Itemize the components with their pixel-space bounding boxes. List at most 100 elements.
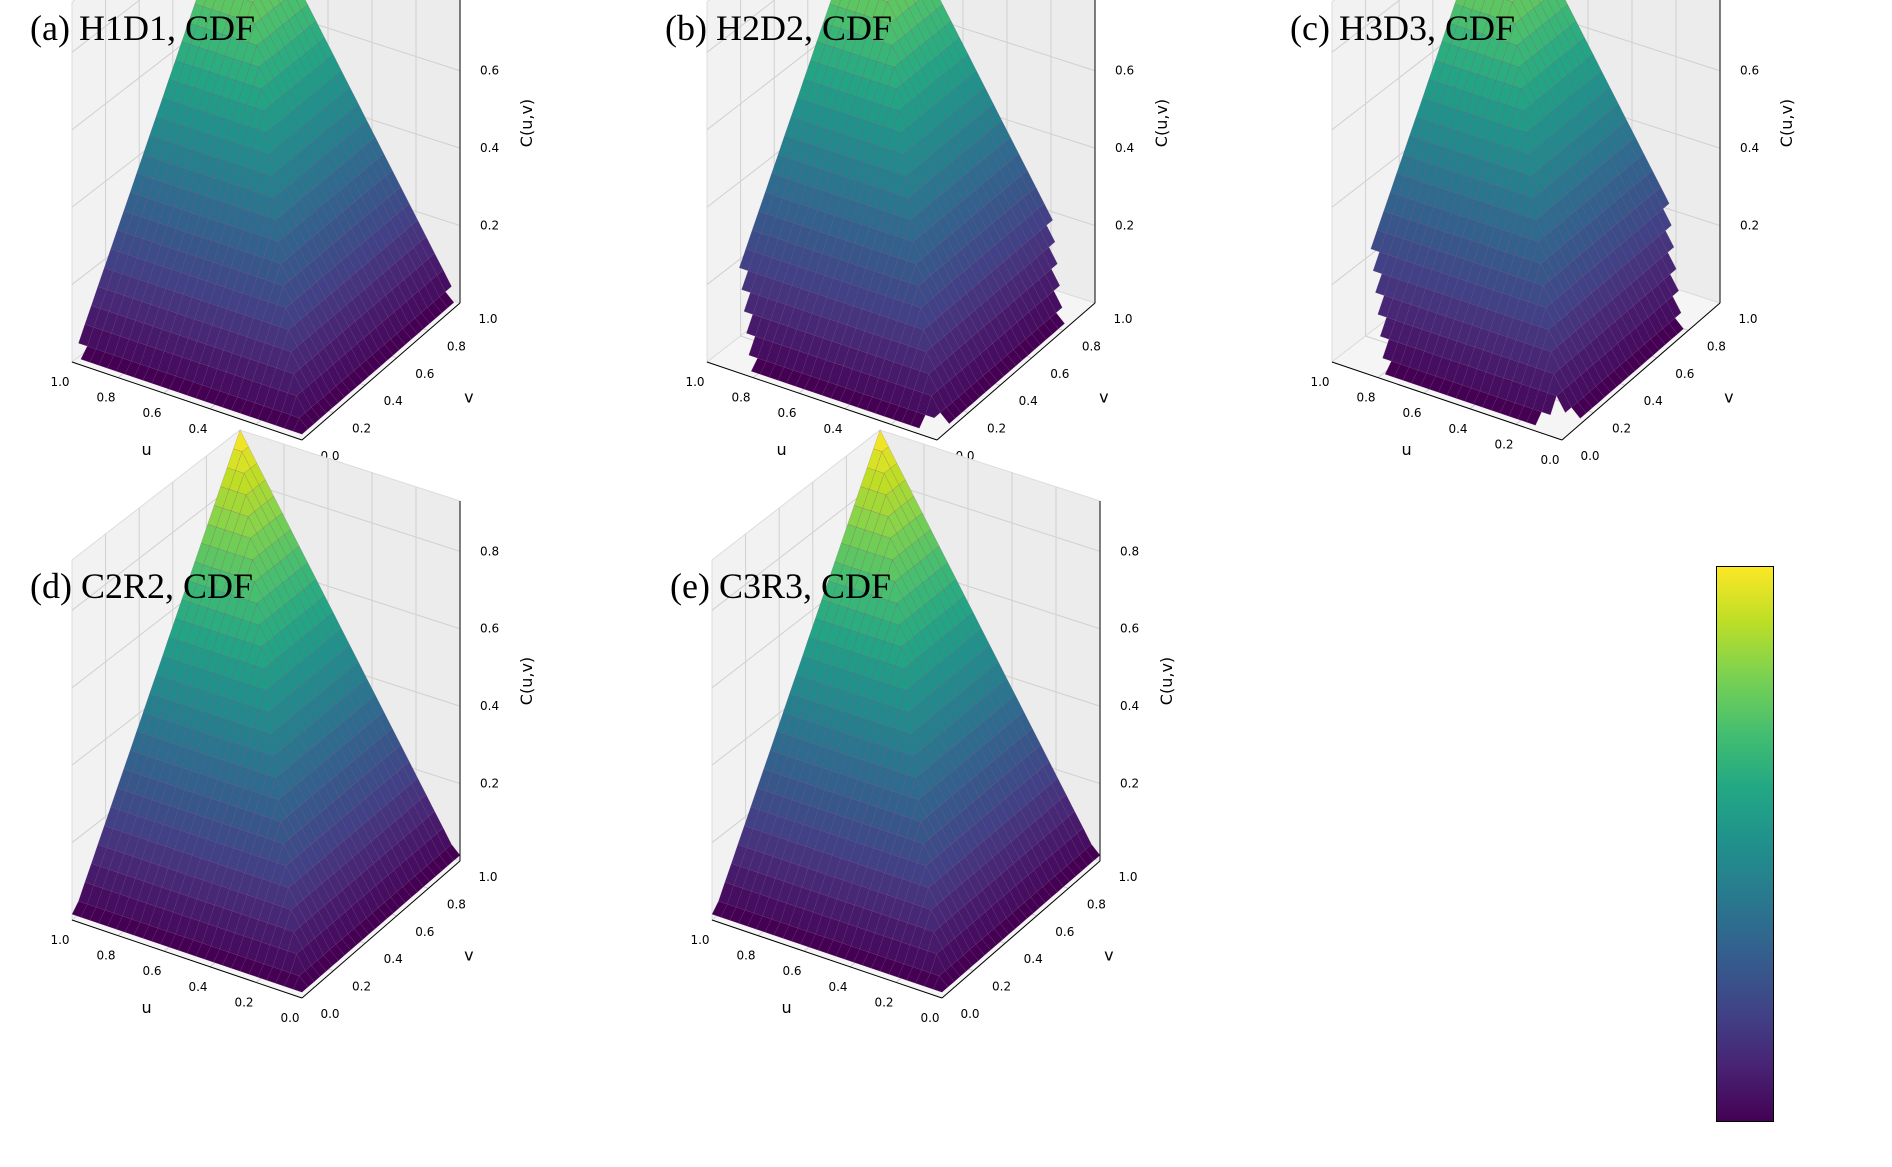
z-tick-label: 0.2	[480, 219, 499, 233]
v-tick-label: 0.6	[415, 367, 434, 381]
z-axis-label: C(u,v)	[517, 99, 536, 147]
z-tick-label: 0.8	[480, 544, 499, 558]
v-tick-label: 0.2	[352, 422, 371, 436]
v-tick-label: 1.0	[1738, 312, 1757, 326]
u-axis-label: u	[782, 998, 792, 1017]
surface	[78, 0, 455, 435]
u-tick-label: 1.0	[685, 375, 704, 389]
u-tick-label: 0.4	[828, 980, 847, 994]
u-axis-label: u	[1402, 440, 1412, 459]
v-tick-label: 0.8	[1087, 897, 1106, 911]
v-tick-label: 0.2	[992, 980, 1011, 994]
v-tick-label: 0.2	[1612, 422, 1631, 436]
v-tick-label: 1.0	[1118, 870, 1137, 884]
v-axis-label: v	[1724, 388, 1733, 407]
v-tick-label: 0.6	[415, 925, 434, 939]
u-tick-label: 0.4	[188, 422, 207, 436]
chart-panel-b: 1.00.80.60.40.20.00.00.20.40.60.81.00.20…	[635, 0, 1275, 570]
u-axis-label: u	[142, 440, 152, 459]
z-tick-label: 0.4	[480, 141, 499, 155]
u-tick-label: 1.0	[690, 933, 709, 947]
v-tick-label: 0.8	[447, 897, 466, 911]
z-tick-label: 0.6	[1740, 64, 1759, 78]
u-tick-label: 0.6	[142, 964, 161, 978]
u-tick-label: 0.6	[777, 406, 796, 420]
u-tick-label: 1.0	[50, 933, 69, 947]
v-tick-label: 0.4	[1024, 952, 1043, 966]
u-tick-label: 0.8	[96, 391, 115, 405]
u-tick-label: 1.0	[1310, 375, 1329, 389]
chart-title-d: (d) C2R2, CDF	[30, 566, 254, 606]
chart-title-c: (c) H3D3, CDF	[1290, 8, 1515, 48]
surface	[738, 0, 1065, 429]
chart-panel-c: 1.0 0.8 0.6 0.4 0.2 0.0 0.0 0.2 0.4 0.6 0.8 1.0 0.2 0…	[1260, 0, 1892, 570]
u-tick-label: 0.2	[874, 995, 893, 1009]
v-tick-label: 0.6	[1050, 367, 1069, 381]
chart-title-e: (e) C3R3, CDF	[670, 566, 892, 606]
v-tick-label: 0.0	[320, 1007, 339, 1021]
v-tick-label: 0.8	[447, 339, 466, 353]
chart-panel-a: 1.00.80.60.40.20.00.00.20.40.60.81.00.20…	[0, 0, 640, 570]
colorbar: 0.20.40.60.8	[1716, 566, 1774, 1122]
chart-panel-d: 1.0 0.8 0.6 0.4 0.2 0.0 0.0 0.2 0.4 0.6 0.8 1.0 0.2 0…	[0, 428, 640, 1128]
z-axis-label: C(u,v)	[517, 657, 536, 705]
z-axis-label: C(u,v)	[1777, 99, 1796, 147]
v-tick-label: 0.0	[960, 1007, 979, 1021]
u-tick-label: 0.0	[280, 1011, 299, 1025]
z-tick-label: 0.6	[1120, 622, 1139, 636]
surface	[71, 429, 461, 993]
v-axis-label: v	[1104, 946, 1113, 965]
chart-plot-e: 1.0 0.8 0.6 0.4 0.2 0.0 0.0 0.2 0.4 0.6 0.8 1.0 0.2 0…	[690, 428, 1176, 1025]
z-tick-label: 0.4	[1120, 699, 1139, 713]
u-tick-label: 0.2	[1494, 437, 1513, 451]
v-tick-label: 0.6	[1675, 367, 1694, 381]
u-tick-label: 0.4	[823, 422, 842, 436]
v-tick-label: 0.6	[1055, 925, 1074, 939]
u-tick-label: 0.8	[1356, 391, 1375, 405]
v-tick-label: 0.4	[1644, 394, 1663, 408]
z-axis-label: C(u,v)	[1157, 657, 1176, 705]
z-axis-label: C(u,v)	[1152, 99, 1171, 147]
z-tick-label: 0.8	[1120, 544, 1139, 558]
z-tick-label: 0.6	[1115, 64, 1134, 78]
u-tick-label: 0.8	[731, 391, 750, 405]
v-tick-label: 0.4	[1019, 394, 1038, 408]
v-tick-label: 0.4	[384, 394, 403, 408]
v-tick-label: 0.0	[1580, 449, 1599, 463]
chart-plot-b: 1.00.80.60.40.20.00.00.20.40.60.81.00.20…	[685, 0, 1171, 467]
z-tick-label: 0.4	[1115, 141, 1134, 155]
u-tick-label: 0.6	[1402, 406, 1421, 420]
chart-title-b: (b) H2D2, CDF	[665, 8, 893, 48]
u-tick-label: 0.4	[188, 980, 207, 994]
z-tick-label: 0.2	[1115, 219, 1134, 233]
v-tick-label: 0.8	[1707, 339, 1726, 353]
axes: 1.0 0.8 0.6 0.4 0.2 0.0 0.0 0.2 0.4 0.6 0.8 1.0 0.2 0…	[690, 501, 1176, 1025]
chart-panel-e: 1.0 0.8 0.6 0.4 0.2 0.0 0.0 0.2 0.4 0.6 0.8 1.0 0.2 0…	[640, 428, 1280, 1128]
u-tick-label: 0.0	[920, 1011, 939, 1025]
v-axis-label: v	[1099, 388, 1108, 407]
axes: 1.0 0.8 0.6 0.4 0.2 0.0 0.0 0.2 0.4 0.6 0.8 1.0 0.2 0…	[50, 501, 536, 1025]
z-tick-label: 0.4	[1740, 141, 1759, 155]
u-tick-label: 1.0	[50, 375, 69, 389]
chart-plot-c: 1.0 0.8 0.6 0.4 0.2 0.0 0.0 0.2 0.4 0.6 0.8 1.0 0.2 0…	[1310, 0, 1796, 467]
u-tick-label: 0.6	[782, 964, 801, 978]
u-tick-label: 0.8	[736, 949, 755, 963]
z-tick-label: 0.6	[480, 622, 499, 636]
v-tick-label: 0.2	[987, 422, 1006, 436]
z-tick-label: 0.6	[480, 64, 499, 78]
chart-plot-a: 1.00.80.60.40.20.00.00.20.40.60.81.00.20…	[50, 0, 536, 467]
u-tick-label: 0.4	[1448, 422, 1467, 436]
z-tick-label: 0.2	[480, 777, 499, 791]
surface	[1370, 0, 1684, 426]
u-tick-label: 0.2	[234, 995, 253, 1009]
v-tick-label: 1.0	[478, 312, 497, 326]
chart-plot-d: 1.0 0.8 0.6 0.4 0.2 0.0 0.0 0.2 0.4 0.6 0.8 1.0 0.2 0…	[50, 428, 536, 1025]
v-tick-label: 0.4	[384, 952, 403, 966]
z-tick-label: 0.2	[1120, 777, 1139, 791]
u-axis-label: u	[777, 440, 787, 459]
u-axis-label: u	[142, 998, 152, 1017]
v-tick-label: 1.0	[1113, 312, 1132, 326]
chart-title-a: (a) H1D1, CDF	[30, 8, 255, 48]
v-tick-label: 1.0	[478, 870, 497, 884]
u-tick-label: 0.8	[96, 949, 115, 963]
